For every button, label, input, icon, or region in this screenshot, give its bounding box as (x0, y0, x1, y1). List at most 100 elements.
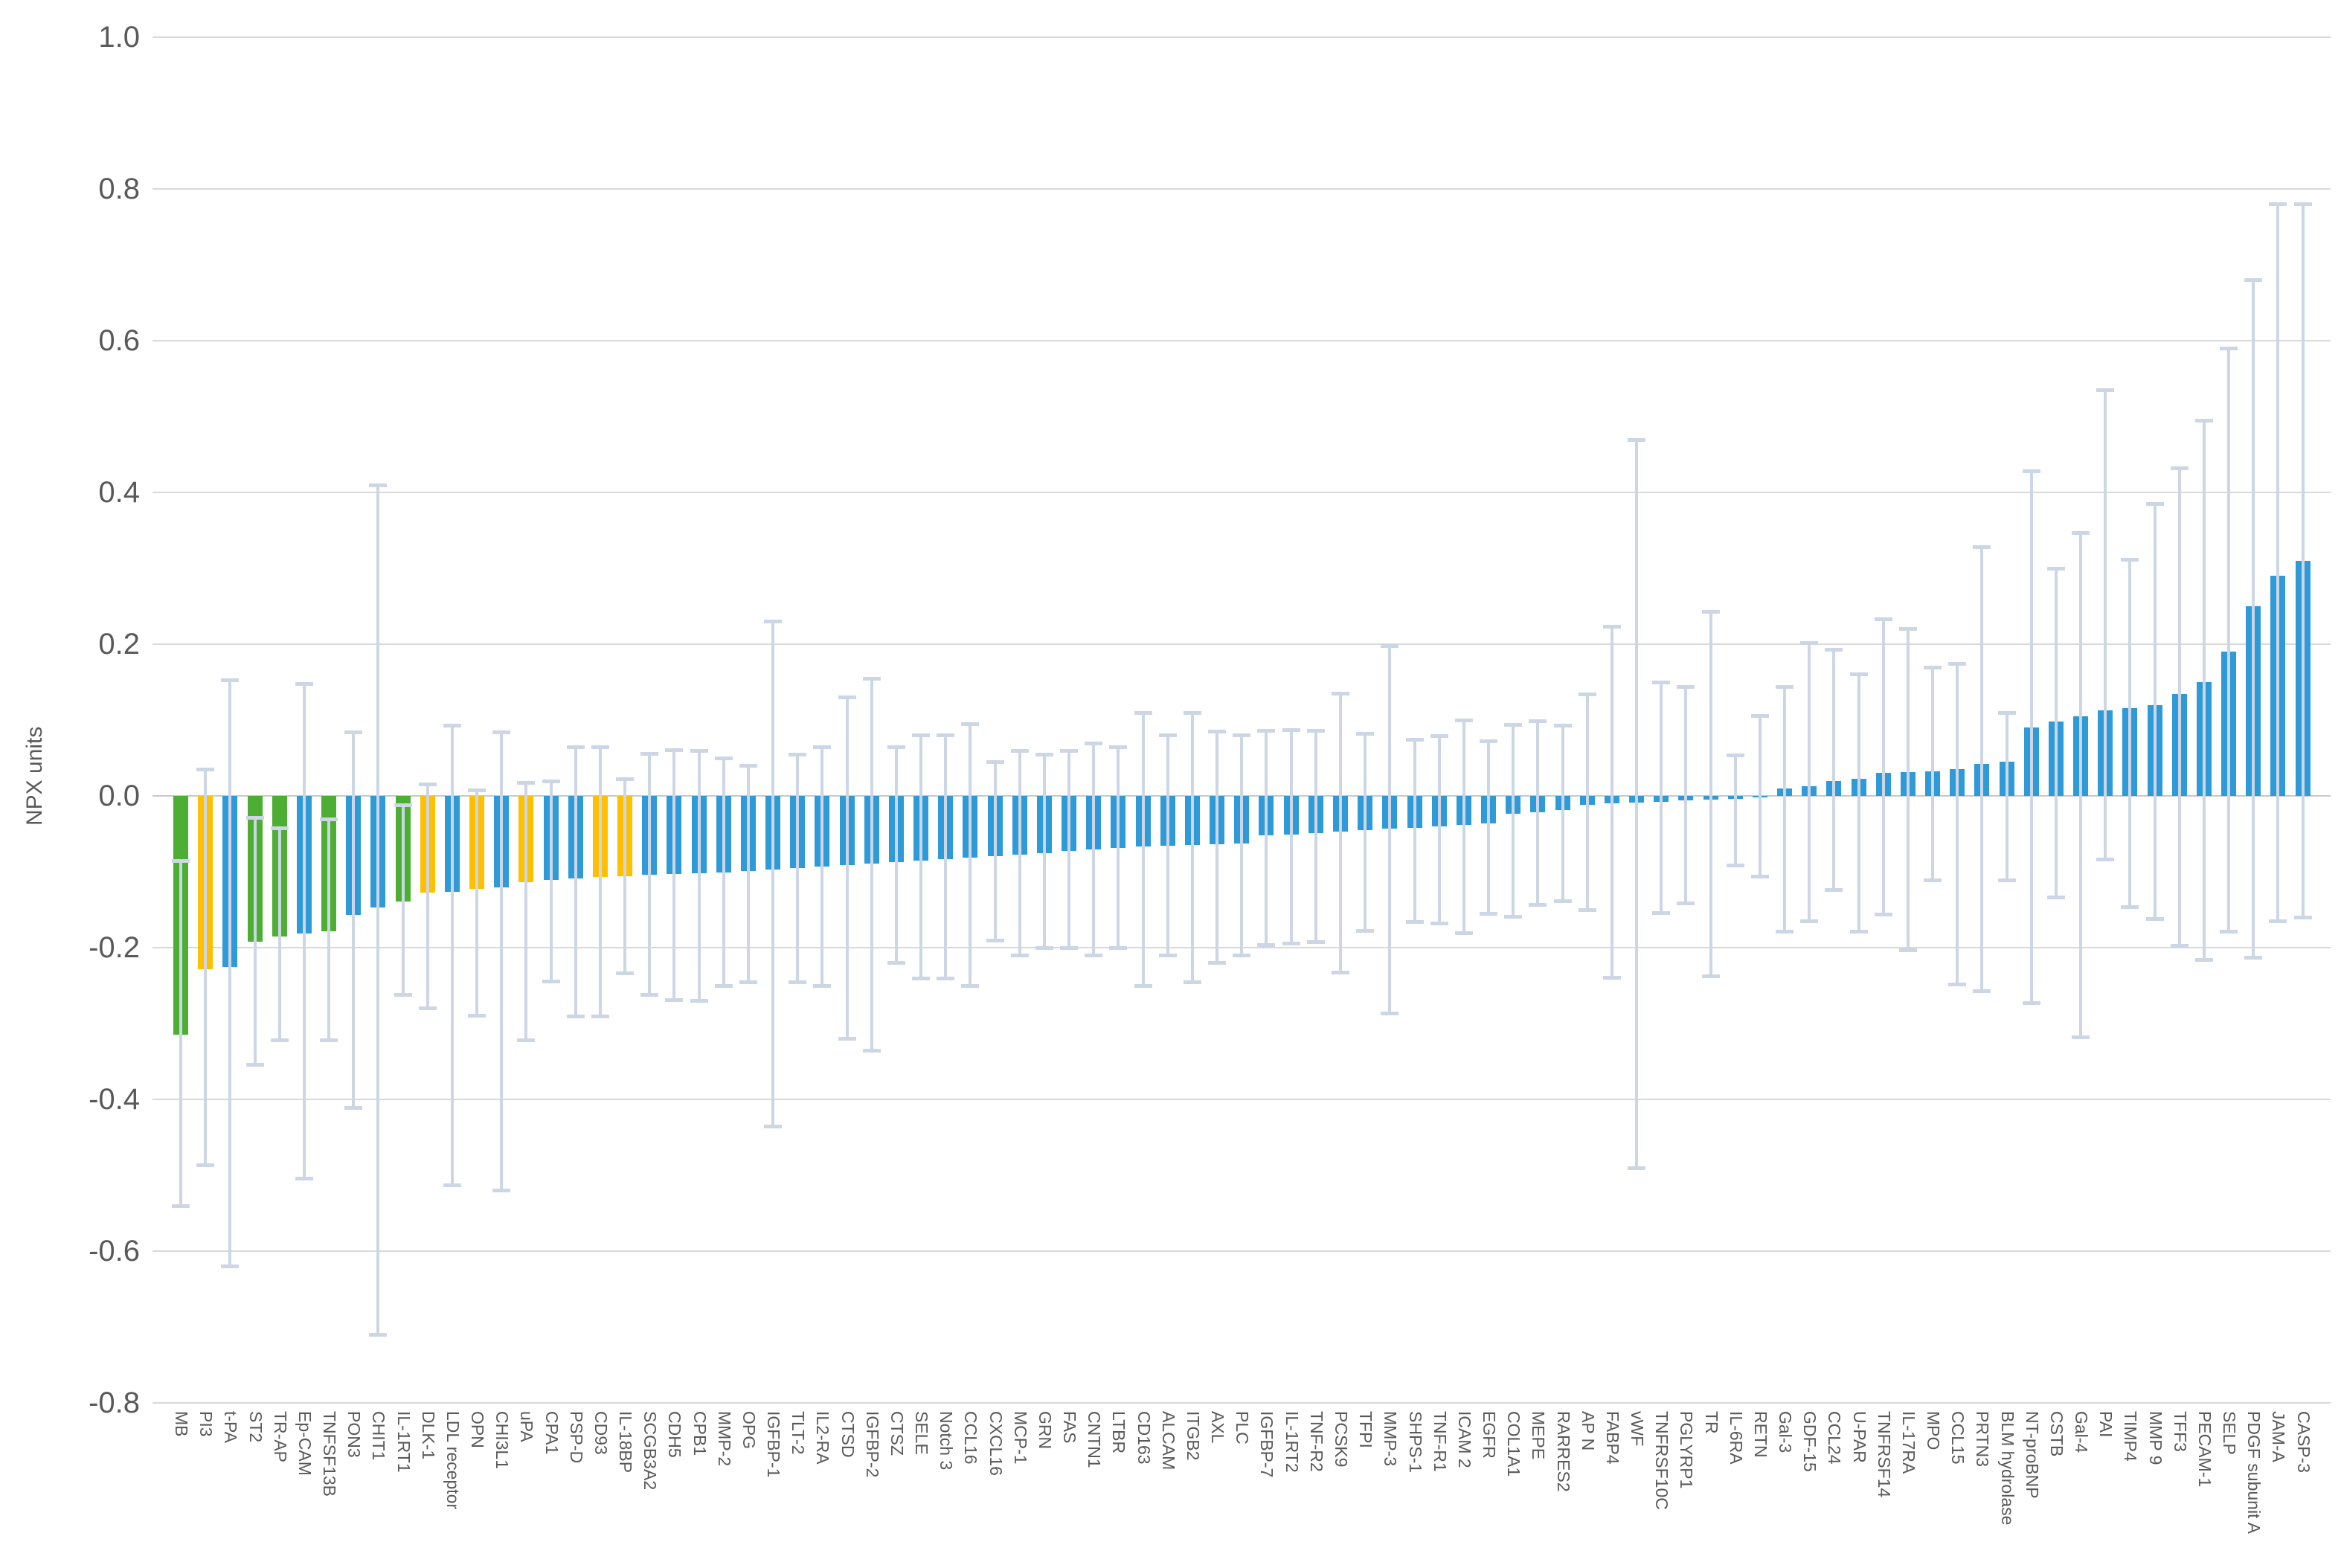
error-bar-cap-bottom (221, 1265, 240, 1269)
x-category-label: PDGF subunit A (2244, 1411, 2264, 1534)
error-bar-line (993, 762, 997, 940)
error-bar-line (648, 753, 652, 995)
error-bar-cap-bottom (1701, 974, 1720, 978)
error-bar-line (1190, 712, 1194, 982)
error-bar-cap-bottom (468, 1013, 486, 1018)
error-bar-cap-top (1109, 745, 1128, 749)
error-bar-cap-bottom (1948, 982, 1967, 986)
x-category-label: vWF (1628, 1411, 1648, 1447)
error-bar-cap-bottom (714, 984, 733, 988)
error-bar-cap-bottom (1529, 902, 1547, 907)
error-bar-line (327, 818, 331, 1041)
error-bar-cap-bottom (1085, 954, 1103, 958)
error-bar-cap-bottom (1504, 915, 1523, 919)
error-bar-line (2128, 559, 2132, 907)
error-bar-line (1610, 626, 1613, 977)
error-bar-cap-bottom (196, 1163, 215, 1167)
x-category-label: COL1A1 (1504, 1411, 1524, 1477)
error-bar-line (919, 735, 923, 978)
error-bar-cap-top (1677, 685, 1695, 690)
error-bar-cap-bottom (1208, 961, 1227, 965)
x-category-label: PSP-D (566, 1411, 586, 1464)
error-bar-cap-top (1085, 741, 1103, 745)
x-category-label: IL2-RA (813, 1411, 833, 1465)
gridline (152, 1402, 2331, 1404)
x-category-label: IL-17RA (1898, 1411, 1918, 1474)
error-bar-line (549, 780, 553, 981)
x-category-label: PRTN3 (1973, 1411, 1993, 1467)
error-bar-line (821, 746, 824, 986)
error-bar-cap-bottom (937, 976, 955, 980)
error-bar-cap-bottom (320, 1038, 338, 1043)
gridline (152, 492, 2331, 493)
x-category-label: RARRES2 (1553, 1411, 1573, 1492)
error-bar-cap-bottom (764, 1124, 783, 1128)
error-bar-cap-top (221, 678, 240, 682)
error-bar-cap-top (270, 826, 289, 830)
y-tick-label: 1.0 (98, 21, 140, 54)
error-bar-line (352, 732, 356, 1108)
x-category-label: TNFRSF10C (1652, 1411, 1672, 1510)
error-bar-cap-top (344, 730, 363, 735)
x-category-label: MEPE (1529, 1411, 1549, 1460)
error-bar-line (2054, 568, 2058, 897)
error-bar-line (2301, 204, 2305, 918)
error-bar-cap-top (2170, 466, 2189, 471)
error-bar-cap-top (789, 752, 807, 756)
error-bar-line (376, 484, 380, 1335)
error-bar-cap-top (1208, 730, 1227, 734)
error-bar-cap-bottom (862, 1048, 881, 1053)
error-bar-line (1832, 649, 1836, 890)
y-tick-label: -0.8 (89, 1387, 140, 1419)
error-bar-cap-bottom (912, 976, 931, 980)
error-bar-cap-top (2293, 202, 2312, 207)
error-bar-line (1536, 721, 1540, 905)
error-bar-cap-bottom (2293, 916, 2312, 920)
error-bar-line (1709, 611, 1712, 976)
error-bar-cap-bottom (1183, 980, 1201, 984)
error-bar-line (2202, 420, 2206, 960)
error-bar-cap-bottom (1677, 901, 1695, 905)
error-bar-cap-top (468, 788, 486, 792)
error-bar-cap-bottom (1109, 946, 1128, 950)
x-category-label: AXL (1208, 1411, 1228, 1444)
x-category-label: IGFBP-7 (1257, 1411, 1277, 1478)
error-bar-cap-bottom (245, 1063, 264, 1067)
x-category-label: TNF-R1 (1430, 1411, 1450, 1472)
y-tick-label: -0.4 (89, 1083, 140, 1116)
error-bar-cap-top (591, 745, 609, 749)
error-bar-cap-bottom (961, 984, 980, 988)
x-category-label: MMP 9 (2145, 1411, 2165, 1465)
error-bar-cap-top (2220, 347, 2238, 351)
error-bar-cap-bottom (542, 979, 560, 983)
error-bar-cap-bottom (1849, 929, 1868, 934)
error-bar-cap-bottom (1553, 899, 1572, 903)
x-category-label: CPA1 (542, 1411, 562, 1455)
error-bar-line (722, 758, 725, 986)
error-bar-line (845, 697, 849, 1039)
error-bar-line (1487, 740, 1490, 914)
error-bar-line (1956, 663, 1959, 984)
x-category-label: FABP4 (1602, 1411, 1622, 1465)
error-bar-line (1931, 666, 1935, 881)
error-bar-cap-top (1504, 723, 1523, 727)
y-tick-label: -0.2 (89, 931, 140, 964)
error-bar-cap-bottom (2096, 857, 2115, 861)
error-bar-cap-bottom (1010, 954, 1029, 958)
error-bar-line (1512, 724, 1515, 917)
error-bar-cap-bottom (369, 1333, 388, 1337)
error-bar-cap-bottom (2194, 958, 2213, 963)
gridline (152, 1250, 2331, 1252)
x-category-label: JAM-A (2269, 1411, 2289, 1462)
error-bar-cap-top (1529, 719, 1547, 724)
error-bar-cap-bottom (2046, 895, 2065, 899)
error-bar-line (1783, 687, 1787, 931)
error-bar-line (228, 679, 232, 1267)
error-bar-cap-bottom (295, 1177, 313, 1181)
error-bar-cap-top (1331, 692, 1349, 696)
x-category-label: IL-18BP (616, 1411, 636, 1474)
error-bar-line (1635, 439, 1639, 1168)
x-category-label: Gal-3 (1776, 1411, 1796, 1453)
x-category-label: TNFSF13B (320, 1411, 340, 1497)
error-bar-line (796, 754, 800, 982)
